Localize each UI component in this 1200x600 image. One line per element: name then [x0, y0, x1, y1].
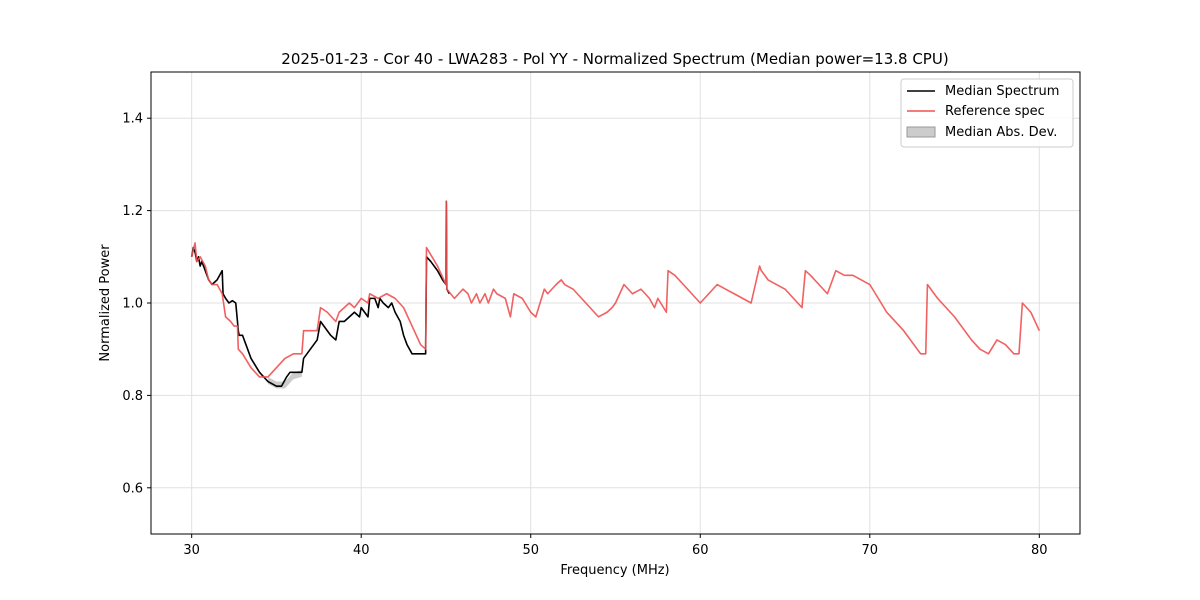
mad-band [267, 369, 302, 389]
x-tick-label: 80 [1031, 543, 1048, 558]
legend-mad-swatch [906, 126, 936, 138]
x-tick-label: 60 [692, 543, 709, 558]
x-tick-label: 40 [353, 543, 370, 558]
x-tick-label: 70 [862, 543, 879, 558]
y-axis-label: Normalized Power [98, 244, 113, 362]
y-tick-label: 1.2 [122, 204, 143, 219]
y-tick-label: 1.4 [122, 112, 143, 127]
legend-box [900, 78, 1074, 148]
axis-ticks: 30 40 50 60 70 80 0.6 0.8 1.0 1.2 1.4 [122, 112, 1047, 558]
x-tick-label: 30 [183, 543, 200, 558]
legend-reference-label: Reference spec [945, 104, 1045, 119]
y-tick-label: 0.6 [122, 481, 143, 496]
x-tick-label: 50 [522, 543, 539, 558]
reference-spec-line [190, 200, 1041, 378]
median-spectrum-line [190, 200, 451, 387]
y-tick-label: 0.8 [122, 389, 143, 404]
chart-title: 2025-01-23 - Cor 40 - LWA283 - Pol YY - … [281, 50, 948, 68]
x-axis-label: Frequency (MHz) [560, 563, 669, 578]
legend-median-label: Median Spectrum [945, 84, 1059, 99]
legend-mad-label: Median Abs. Dev. [945, 125, 1057, 140]
legend: Median Spectrum Reference spec Median Ab… [900, 78, 1074, 148]
mad-band-layer [267, 369, 302, 389]
series-layer [190, 200, 1041, 387]
y-tick-label: 1.0 [122, 297, 143, 312]
